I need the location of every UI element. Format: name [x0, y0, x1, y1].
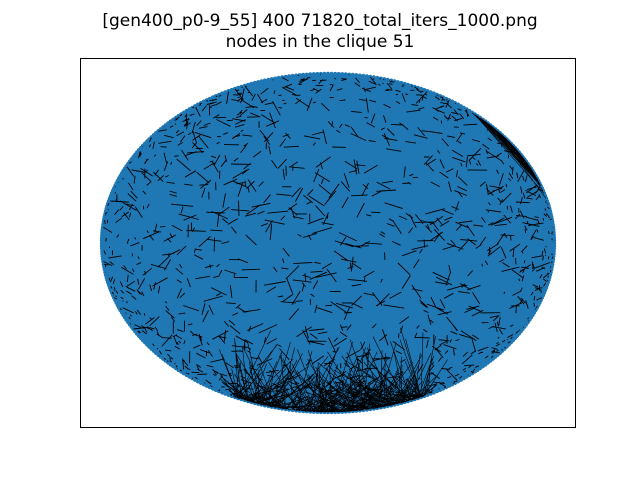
graph-node [336, 72, 341, 77]
plot-area [80, 58, 576, 428]
graph-node [340, 72, 345, 77]
graph-node [315, 72, 320, 77]
graph-node [551, 238, 557, 243]
graph-node [252, 80, 257, 86]
graph-node [405, 82, 411, 88]
graph-edges-bottom [219, 327, 448, 413]
graph-node [308, 72, 313, 77]
graph-node [283, 74, 288, 80]
graph-node [301, 72, 306, 78]
graph-node-ring [102, 74, 554, 412]
graph-node [332, 71, 338, 77]
graph-node [375, 75, 380, 81]
graph-node [245, 82, 251, 88]
edges-layer [101, 73, 555, 413]
graph-node [256, 80, 261, 85]
graph-node [409, 83, 414, 89]
figure-title: [gen400_p0-9_55] 400 71820_total_iters_1… [0, 11, 640, 53]
graph-node [364, 74, 370, 79]
graph-node [311, 72, 316, 77]
graph-node [297, 73, 302, 78]
graph-node [286, 74, 292, 79]
nodes-layer [99, 71, 557, 415]
graph-node [266, 77, 271, 83]
graph-node [343, 72, 348, 77]
graph-node [395, 80, 400, 85]
graph-node [354, 73, 359, 78]
graph-node [322, 71, 327, 77]
graph-node [392, 79, 397, 84]
graph-node [329, 71, 334, 77]
graph-node [399, 80, 404, 86]
graph-node [239, 84, 244, 90]
graph-node [236, 85, 241, 91]
graph-node [325, 71, 331, 77]
graph-node [259, 79, 264, 84]
graph-node [249, 81, 254, 87]
title-line-2: nodes in the clique 51 [225, 32, 415, 52]
graph-node [269, 77, 274, 82]
graph-node [361, 73, 366, 79]
title-line-1: [gen400_p0-9_55] 400 71820_total_iters_1… [102, 11, 538, 31]
graph-node [371, 75, 376, 80]
graph-edges-rim [471, 112, 547, 199]
graph-node [385, 77, 390, 83]
graph-node [290, 73, 295, 79]
graph-node [294, 73, 299, 78]
graph-node [276, 75, 281, 81]
graph-node [357, 73, 362, 78]
graph-node [262, 78, 268, 83]
graph-node [378, 76, 383, 81]
graph-canvas [99, 71, 557, 415]
graph-node [304, 72, 309, 77]
graph-node [350, 72, 355, 78]
graph-node [347, 72, 352, 77]
